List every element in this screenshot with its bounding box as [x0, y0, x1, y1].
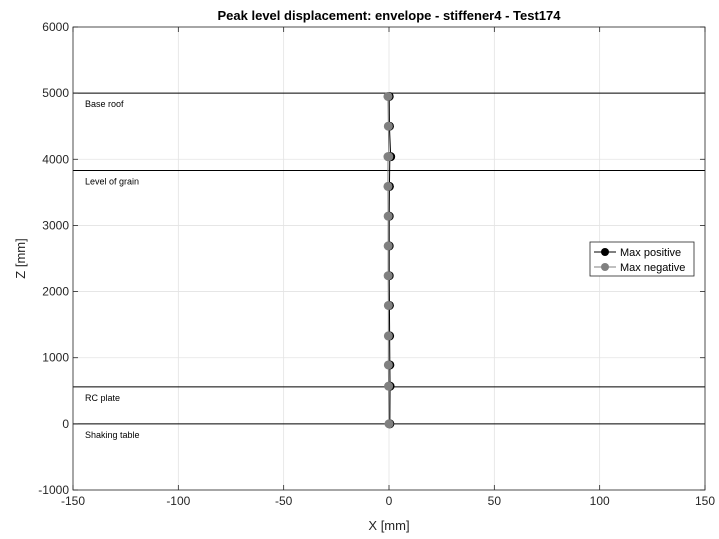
legend-marker: [601, 263, 609, 271]
legend-box: [589, 241, 695, 277]
x-tick-label: 0: [386, 494, 393, 508]
data-point: [383, 211, 393, 221]
data-point: [383, 241, 393, 251]
legend-marker: [601, 248, 609, 256]
legend-entry: Max negative: [620, 262, 685, 274]
y-tick-label: 3000: [42, 218, 69, 232]
y-tick-label: 6000: [42, 20, 69, 34]
y-tick-label: 5000: [42, 86, 69, 100]
y-tick-label: -1000: [38, 483, 69, 497]
y-tick-label: 2000: [42, 285, 69, 299]
data-series: [383, 91, 396, 429]
data-point: [383, 360, 393, 370]
legend-entry: Max positive: [620, 247, 681, 259]
x-tick-label: 50: [488, 494, 502, 508]
y-axis-label: Z [mm]: [13, 238, 28, 278]
x-tick-label: 100: [590, 494, 610, 508]
y-tick-labels: -1000 0 1000 2000 3000 4000 5000 6000: [38, 20, 705, 497]
x-tick-label: 150: [695, 494, 715, 508]
y-tick-label: 4000: [42, 152, 69, 166]
data-point: [383, 271, 393, 281]
level-label: Shaking table: [85, 430, 140, 440]
data-point: [383, 91, 393, 101]
data-point: [383, 181, 393, 191]
data-point: [383, 121, 393, 131]
y-tick-label: 1000: [42, 351, 69, 365]
x-tick-label: -50: [275, 494, 293, 508]
level-label: Level of grain: [85, 177, 139, 187]
chart-title: Peak level displacement: envelope - stif…: [218, 8, 562, 23]
x-tick-labels: -150 -100 -50 0 50 100 150: [61, 27, 715, 508]
data-point: [383, 331, 393, 341]
legend: Max positive Max negative: [589, 241, 695, 277]
data-point: [384, 152, 394, 162]
x-tick-label: -100: [166, 494, 190, 508]
level-label: RC plate: [85, 393, 120, 403]
y-tick-label: 0: [62, 417, 69, 431]
data-point: [384, 381, 394, 391]
data-point: [383, 300, 393, 310]
x-axis-label: X [mm]: [368, 518, 409, 533]
series-max-negative: [383, 91, 394, 429]
data-point: [384, 419, 394, 429]
x-tick-label: -150: [61, 494, 85, 508]
level-label: Base roof: [85, 99, 124, 109]
